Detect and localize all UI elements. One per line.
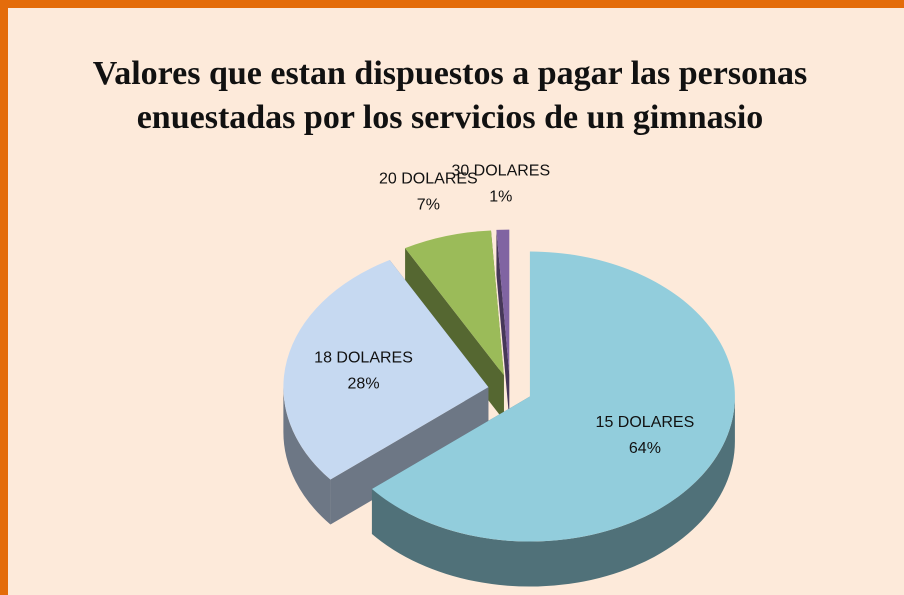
- slice: [496, 229, 510, 375]
- slice-side: [371, 396, 735, 587]
- slice-label: 30 DOLARES 1%: [451, 162, 550, 205]
- slice-label: 18 DOLARES 28%: [314, 349, 413, 392]
- slice-value: 1%: [489, 188, 512, 205]
- slice-edge: [330, 387, 489, 525]
- slice-category: 18 DOLARES: [314, 349, 413, 366]
- slice-side: [283, 387, 331, 525]
- slice-category: 15 DOLARES: [596, 414, 695, 431]
- slice-label: 15 DOLARES 64%: [596, 414, 695, 457]
- slice-label: 20 DOLARES 7%: [379, 170, 478, 213]
- slice-category: 20 DOLARES: [379, 170, 478, 187]
- slice-category: 30 DOLARES: [451, 162, 550, 179]
- chart-title: Valores que estan dispuestos a pagar las…: [92, 55, 808, 136]
- slice-value: 28%: [348, 375, 380, 392]
- slice-value: 64%: [629, 440, 661, 457]
- slice-value: 7%: [417, 196, 440, 213]
- slice: [371, 251, 735, 542]
- slice: [283, 260, 489, 480]
- slice: [405, 230, 504, 376]
- slice-edge: [496, 229, 510, 420]
